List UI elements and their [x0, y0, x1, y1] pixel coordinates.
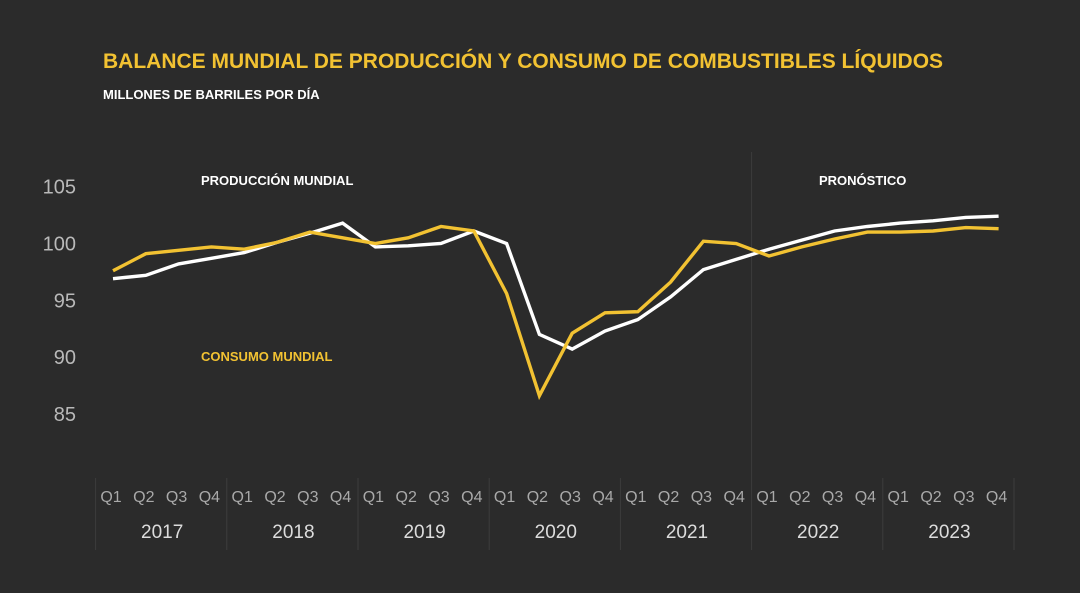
- forecast-label: PRONÓSTICO: [819, 173, 906, 188]
- x-tick-label: Q2: [264, 489, 285, 506]
- x-tick-label: Q4: [330, 489, 351, 506]
- y-tick-label: 105: [43, 177, 76, 199]
- x-tick-label: Q3: [953, 489, 974, 506]
- x-tick-label: Q3: [297, 489, 318, 506]
- y-tick-label: 85: [54, 404, 76, 426]
- x-tick-label: Q4: [724, 489, 745, 506]
- year-label: 2021: [666, 522, 708, 543]
- x-tick-label: Q2: [396, 489, 417, 506]
- x-tick-label: Q4: [592, 489, 613, 506]
- year-label: 2017: [141, 522, 183, 543]
- year-label: 2023: [928, 522, 970, 543]
- chart-subtitle: MILLONES DE BARRILES POR DÍA: [103, 87, 320, 102]
- x-tick-label: Q2: [920, 489, 941, 506]
- x-tick-label: Q1: [494, 489, 515, 506]
- series-layer: [112, 214, 999, 401]
- y-tick-label: 95: [54, 290, 76, 312]
- x-tick-label: Q3: [560, 489, 581, 506]
- series-label-produccion: PRODUCCIÓN MUNDIAL: [201, 173, 353, 188]
- x-tick-label: Q2: [527, 489, 548, 506]
- year-label: 2020: [535, 522, 577, 543]
- grid-layer: [95, 152, 1015, 550]
- chart-title: BALANCE MUNDIAL DE PRODUCCIÓN Y CONSUMO …: [103, 49, 943, 73]
- x-tick-label: Q1: [625, 489, 646, 506]
- x-tick-label: Q3: [691, 489, 712, 506]
- x-tick-label: Q1: [100, 489, 121, 506]
- x-tick-label: Q1: [756, 489, 777, 506]
- x-tick-label: Q2: [133, 489, 154, 506]
- x-tick-label: Q3: [822, 489, 843, 506]
- x-tick-label: Q4: [986, 489, 1007, 506]
- x-tick-label: Q4: [199, 489, 220, 506]
- axis-layer: 105 100 95 90 85 Q1 Q2 Q3 Q4 2017 Q1 Q2 Q3 Q4 2018 Q1 Q2…: [43, 177, 1008, 543]
- x-tick-label: Q1: [363, 489, 384, 506]
- series-label-consumo: CONSUMO MUNDIAL: [201, 349, 332, 364]
- x-tick-label: Q3: [166, 489, 187, 506]
- x-tick-label: Q2: [789, 489, 810, 506]
- series-line-consumo: [112, 224, 999, 401]
- x-tick-label: Q4: [461, 489, 482, 506]
- y-tick-label: 100: [43, 234, 76, 256]
- y-tick-label: 90: [54, 347, 76, 369]
- x-tick-label: Q1: [232, 489, 253, 506]
- x-tick-label: Q1: [888, 489, 909, 506]
- x-tick-label: Q4: [855, 489, 876, 506]
- x-tick-label: Q3: [428, 489, 449, 506]
- x-tick-label: Q2: [658, 489, 679, 506]
- year-label: 2018: [272, 522, 314, 543]
- year-label: 2022: [797, 522, 839, 543]
- year-label: 2019: [403, 522, 445, 543]
- series-line-produccion: [112, 214, 999, 351]
